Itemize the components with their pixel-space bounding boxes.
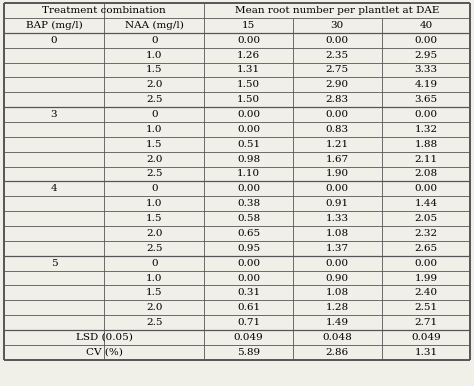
Text: 2.0: 2.0 [146,155,163,164]
Text: 1.67: 1.67 [326,155,349,164]
Text: 1.32: 1.32 [414,125,438,134]
Text: 0.61: 0.61 [237,303,260,312]
Text: 1.08: 1.08 [326,288,349,297]
Text: 0.049: 0.049 [411,333,441,342]
Text: 3.33: 3.33 [414,66,438,74]
Text: 0.51: 0.51 [237,140,260,149]
Text: 0.00: 0.00 [237,274,260,283]
Text: 40: 40 [419,21,432,30]
Text: 1.88: 1.88 [414,140,438,149]
Text: 5.89: 5.89 [237,348,260,357]
Text: 0: 0 [51,36,57,45]
Text: 1.31: 1.31 [414,348,438,357]
Text: 1.99: 1.99 [414,274,438,283]
Text: 1.50: 1.50 [237,95,260,104]
Text: Treatment combination: Treatment combination [42,6,166,15]
Text: 0.95: 0.95 [237,244,260,253]
Text: 2.90: 2.90 [326,80,349,89]
Text: 4.19: 4.19 [414,80,438,89]
Text: 0.00: 0.00 [237,259,260,267]
Text: 0.90: 0.90 [326,274,349,283]
Text: 0.38: 0.38 [237,199,260,208]
Text: 3.65: 3.65 [414,95,438,104]
Text: Mean root number per plantlet at DAE: Mean root number per plantlet at DAE [235,6,439,15]
Text: 2.65: 2.65 [414,244,438,253]
Text: 2.51: 2.51 [414,303,438,312]
Text: 0: 0 [151,185,157,193]
Text: 2.40: 2.40 [414,288,438,297]
Text: 1.50: 1.50 [237,80,260,89]
Text: 0: 0 [151,110,157,119]
Text: 2.0: 2.0 [146,80,163,89]
Text: 1.33: 1.33 [326,214,349,223]
Text: 2.5: 2.5 [146,95,163,104]
Text: 2.0: 2.0 [146,229,163,238]
Text: CV (%): CV (%) [86,348,122,357]
Text: 2.75: 2.75 [326,66,349,74]
Text: 0.00: 0.00 [237,185,260,193]
Text: 2.71: 2.71 [414,318,438,327]
Text: 1.5: 1.5 [146,140,163,149]
Text: 1.5: 1.5 [146,214,163,223]
Text: 0.71: 0.71 [237,318,260,327]
Text: 2.05: 2.05 [414,214,438,223]
Text: 0.00: 0.00 [326,110,349,119]
Text: 0: 0 [151,36,157,45]
Text: 1.31: 1.31 [237,66,260,74]
Text: 1.5: 1.5 [146,288,163,297]
Text: NAA (mg/l): NAA (mg/l) [125,21,183,30]
Text: 0.00: 0.00 [414,185,438,193]
Text: 1.49: 1.49 [326,318,349,327]
Text: 0.00: 0.00 [237,110,260,119]
Text: 0.00: 0.00 [237,125,260,134]
Text: 30: 30 [331,21,344,30]
Text: 1.0: 1.0 [146,51,163,59]
Text: 1.0: 1.0 [146,274,163,283]
Text: 1.10: 1.10 [237,169,260,178]
Text: 0: 0 [151,259,157,267]
Text: 2.35: 2.35 [326,51,349,59]
Text: 0.58: 0.58 [237,214,260,223]
Text: 0.00: 0.00 [414,259,438,267]
Text: 1.44: 1.44 [414,199,438,208]
Text: 0.31: 0.31 [237,288,260,297]
Text: 2.0: 2.0 [146,303,163,312]
Text: BAP (mg/l): BAP (mg/l) [26,21,82,30]
Text: 0.048: 0.048 [322,333,352,342]
Text: 1.90: 1.90 [326,169,349,178]
Text: 0.00: 0.00 [326,185,349,193]
Text: 0.00: 0.00 [326,36,349,45]
Text: 1.0: 1.0 [146,199,163,208]
Text: 0.00: 0.00 [414,36,438,45]
Text: 0.00: 0.00 [326,259,349,267]
Text: 1.21: 1.21 [326,140,349,149]
Text: 0.049: 0.049 [234,333,264,342]
Text: 3: 3 [51,110,57,119]
Text: 2.11: 2.11 [414,155,438,164]
Text: 1.5: 1.5 [146,66,163,74]
Text: 2.5: 2.5 [146,244,163,253]
Text: 2.95: 2.95 [414,51,438,59]
Text: 0.00: 0.00 [414,110,438,119]
Text: 2.5: 2.5 [146,169,163,178]
Text: 1.28: 1.28 [326,303,349,312]
Text: 1.0: 1.0 [146,125,163,134]
Text: 2.83: 2.83 [326,95,349,104]
Text: 1.37: 1.37 [326,244,349,253]
Text: 2.08: 2.08 [414,169,438,178]
Text: LSD (0.05): LSD (0.05) [76,333,133,342]
Text: 0.91: 0.91 [326,199,349,208]
Text: 2.32: 2.32 [414,229,438,238]
Text: 0.65: 0.65 [237,229,260,238]
Text: 0.00: 0.00 [237,36,260,45]
Text: 5: 5 [51,259,57,267]
Text: 0.98: 0.98 [237,155,260,164]
Text: 15: 15 [242,21,255,30]
Text: 0.83: 0.83 [326,125,349,134]
Text: 1.08: 1.08 [326,229,349,238]
Text: 1.26: 1.26 [237,51,260,59]
Text: 2.86: 2.86 [326,348,349,357]
Text: 2.5: 2.5 [146,318,163,327]
Text: 4: 4 [51,185,57,193]
